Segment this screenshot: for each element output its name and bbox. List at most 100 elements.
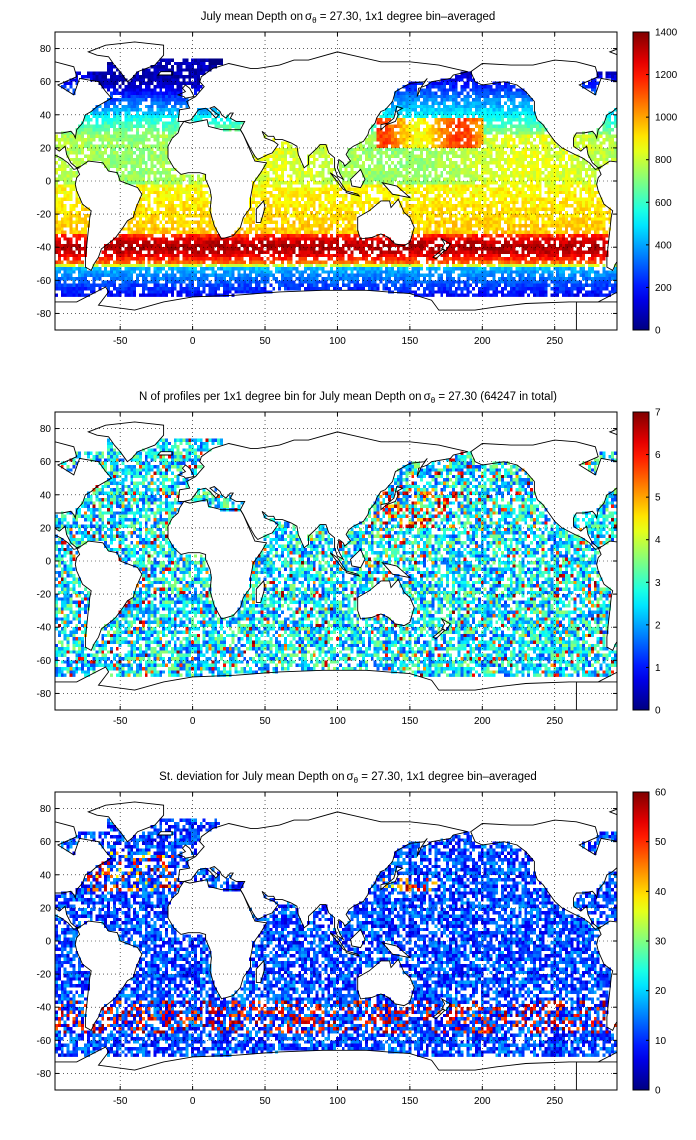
coastline — [176, 84, 195, 99]
colorbar-tick-label: 800 — [655, 155, 672, 166]
coastline — [55, 441, 113, 550]
y-tick-label: -80 — [37, 309, 52, 320]
colorbar-tick-label: 0 — [655, 326, 661, 337]
coastline — [350, 168, 366, 189]
x-tick-label: 200 — [474, 1096, 491, 1107]
coastline — [74, 160, 143, 272]
y-tick-label: 80 — [40, 804, 52, 815]
colorbar-tick-label: 600 — [655, 198, 672, 209]
x-tick-label: 100 — [329, 336, 346, 347]
y-tick-label: -40 — [37, 243, 52, 254]
y-tick-label: 20 — [40, 523, 52, 534]
coastline — [55, 821, 113, 930]
y-tick-label: 40 — [40, 870, 52, 881]
x-tick-label: 100 — [329, 716, 346, 727]
coastline — [345, 950, 361, 957]
y-tick-label: -60 — [37, 276, 52, 287]
x-tick-label: 0 — [190, 716, 196, 727]
y-tick-label: -60 — [37, 1036, 52, 1047]
colorbar-tick-label: 0 — [655, 706, 661, 717]
colorbar — [632, 411, 650, 711]
x-tick-label: -50 — [113, 336, 128, 347]
data-field — [55, 438, 617, 677]
coastline — [596, 540, 617, 652]
coastline — [87, 801, 165, 843]
x-tick-label: 200 — [474, 336, 491, 347]
grid — [55, 32, 617, 330]
x-tick-label: -50 — [113, 1096, 128, 1107]
colorbar-tick-label: 200 — [655, 283, 672, 294]
colorbar-tick-label: 0 — [655, 1086, 661, 1097]
y-tick-label: -40 — [37, 1003, 52, 1014]
y-tick-label: 20 — [40, 143, 52, 154]
coastline — [255, 579, 266, 603]
coastlines — [55, 801, 696, 1090]
coastline — [357, 198, 415, 247]
y-tick-label: 0 — [45, 557, 51, 568]
coastline — [177, 51, 468, 181]
depth-panel: July mean Depth on σθ = 27.30, 1x1 degree… — [0, 0, 696, 380]
coastline — [380, 865, 404, 891]
x-tick-label: 50 — [259, 716, 271, 727]
coastline — [55, 61, 113, 170]
coastline — [357, 958, 415, 1007]
coastline — [679, 72, 694, 75]
coastline — [74, 920, 143, 1032]
coastline — [679, 832, 694, 835]
y-tick-label: -80 — [37, 1069, 52, 1080]
y-tick-label: -20 — [37, 210, 52, 221]
y-tick-label: 0 — [45, 177, 51, 188]
y-tick-label: 60 — [40, 77, 52, 88]
y-tick-label: 40 — [40, 490, 52, 501]
y-tick-label: 0 — [45, 937, 51, 948]
coastline — [167, 119, 268, 240]
coastline — [74, 540, 143, 652]
colorbar-tick-label: 2 — [655, 620, 661, 631]
coastlines — [55, 421, 696, 710]
y-tick-label: -60 — [37, 656, 52, 667]
coastline — [380, 485, 404, 511]
y-tick-label: -20 — [37, 590, 52, 601]
grid — [55, 792, 617, 1090]
data-field — [55, 818, 617, 1057]
coastline — [255, 199, 266, 223]
y-tick-label: 60 — [40, 837, 52, 848]
coastline — [596, 160, 617, 272]
coastline — [689, 880, 696, 999]
coastline — [689, 500, 696, 619]
count-panel: N of profiles per 1x1 degree bin for Jul… — [0, 380, 696, 760]
coastline — [381, 181, 412, 199]
colorbar-tick-label: 20 — [655, 986, 667, 997]
x-tick-label: 150 — [402, 1096, 419, 1107]
chart-title: St. deviation for July mean Depth on σθ =… — [159, 771, 537, 785]
coastline — [167, 499, 268, 620]
data-field — [55, 58, 617, 297]
colorbar-tick-label: 1 — [655, 663, 661, 674]
coastline — [345, 190, 361, 197]
y-tick-label: 40 — [40, 110, 52, 121]
coastline — [432, 1008, 446, 1020]
coastline — [596, 920, 617, 1032]
chart-title: July mean Depth on σθ = 27.30, 1x1 degree… — [201, 11, 496, 25]
colorbar-tick-label: 40 — [655, 887, 667, 898]
grid — [55, 412, 617, 710]
colorbar-tick-label: 60 — [655, 788, 667, 799]
colorbar — [632, 31, 650, 331]
colorbar-tick-label: 1200 — [655, 70, 678, 81]
colorbar-tick-label: 50 — [655, 837, 667, 848]
colorbar-tick-label: 3 — [655, 578, 661, 589]
x-tick-label: 200 — [474, 716, 491, 727]
x-tick-label: 150 — [402, 336, 419, 347]
coastline — [357, 578, 415, 627]
y-tick-label: 20 — [40, 903, 52, 914]
x-tick-label: 50 — [259, 336, 271, 347]
colorbar-tick-label: 30 — [655, 937, 667, 948]
coastline — [470, 439, 617, 550]
coastline — [470, 819, 617, 930]
colorbar-tick-label: 7 — [655, 408, 661, 419]
y-tick-label: 60 — [40, 457, 52, 468]
coastline — [345, 570, 361, 577]
x-tick-label: 0 — [190, 336, 196, 347]
coastlines — [55, 41, 694, 330]
coastline — [177, 811, 468, 941]
